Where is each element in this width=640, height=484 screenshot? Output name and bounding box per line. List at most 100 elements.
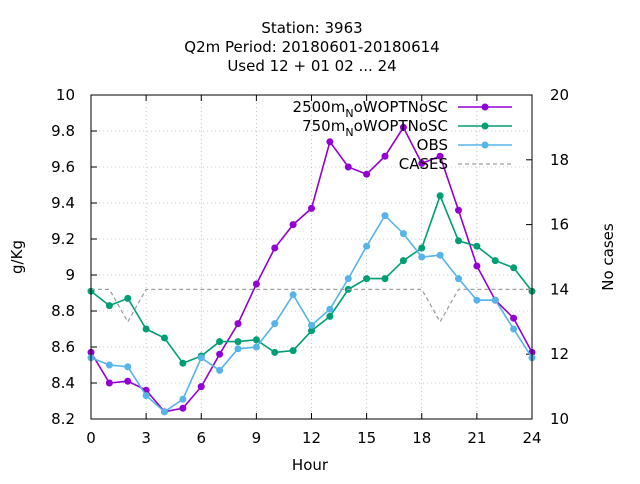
legend-marker bbox=[481, 141, 489, 149]
tick-marks bbox=[90, 94, 533, 420]
y2-tick-label: 18 bbox=[550, 151, 569, 169]
data-point bbox=[308, 204, 315, 212]
data-point bbox=[234, 320, 242, 328]
data-point bbox=[381, 275, 389, 283]
data-point bbox=[381, 212, 389, 220]
data-point bbox=[363, 275, 371, 283]
data-point bbox=[308, 327, 315, 335]
data-point bbox=[216, 366, 224, 374]
data-point bbox=[271, 244, 279, 252]
x-tick-label: 9 bbox=[252, 429, 262, 447]
data-point bbox=[326, 312, 334, 320]
y-tick-label: 9.4 bbox=[51, 194, 75, 212]
series-line bbox=[91, 288, 532, 324]
data-point bbox=[142, 392, 150, 400]
x-tick-label: 21 bbox=[467, 429, 486, 447]
data-point bbox=[197, 354, 205, 362]
data-point bbox=[216, 338, 224, 346]
legend-label: OBS bbox=[417, 136, 448, 154]
grid-lines bbox=[91, 95, 532, 419]
chart-title-line: Used 12 + 01 02 ... 24 bbox=[227, 57, 396, 75]
data-point bbox=[252, 280, 260, 288]
data-point bbox=[289, 221, 297, 229]
data-point bbox=[234, 345, 242, 353]
data-point bbox=[326, 138, 334, 146]
legend-label: 2500mNoWOPTNoSC bbox=[293, 98, 448, 120]
data-point bbox=[124, 377, 132, 385]
data-point bbox=[344, 275, 352, 283]
y-tick-label: 9.2 bbox=[51, 230, 75, 248]
data-point bbox=[179, 359, 187, 367]
x-tick-label: 3 bbox=[141, 429, 151, 447]
data-point bbox=[436, 192, 444, 200]
legend-label: CASES bbox=[399, 155, 448, 173]
data-point bbox=[289, 347, 297, 355]
y2-axis-label: No cases bbox=[599, 223, 617, 291]
data-point bbox=[418, 253, 426, 261]
data-point bbox=[216, 350, 224, 358]
legend-item: OBS bbox=[417, 136, 512, 154]
data-point bbox=[363, 170, 371, 178]
y-tick-label: 8.2 bbox=[51, 410, 75, 428]
y-tick-label: 8.8 bbox=[51, 302, 75, 320]
x-tick-label: 15 bbox=[357, 429, 376, 447]
data-point bbox=[252, 343, 260, 351]
legend-label: 750mNoWOPTNoSC bbox=[302, 117, 448, 139]
data-point bbox=[161, 408, 168, 416]
data-point bbox=[455, 237, 462, 245]
y2-tick-label: 20 bbox=[550, 86, 569, 104]
y2-tick-label: 14 bbox=[550, 280, 569, 298]
chart-title-line: Station: 3963 bbox=[261, 19, 362, 37]
data-point bbox=[436, 152, 444, 160]
data-point bbox=[418, 159, 426, 167]
data-point bbox=[510, 325, 518, 333]
data-point bbox=[124, 294, 132, 302]
x-tick-label: 12 bbox=[302, 429, 321, 447]
y2-tick-label: 12 bbox=[550, 345, 569, 363]
y-tick-label: 9.8 bbox=[51, 122, 75, 140]
data-point bbox=[271, 320, 279, 328]
data-point bbox=[455, 206, 462, 214]
data-point bbox=[105, 361, 113, 369]
data-point bbox=[473, 242, 481, 250]
data-point bbox=[491, 296, 499, 304]
data-point bbox=[473, 262, 481, 270]
x-tick-label: 18 bbox=[412, 429, 431, 447]
chart-title-line: Q2m Period: 20180601-20180614 bbox=[184, 38, 439, 56]
data-point bbox=[105, 302, 113, 310]
y-tick-label: 9.6 bbox=[51, 158, 75, 176]
x-axis-label: Hour bbox=[292, 456, 329, 474]
y2-tick-label: 10 bbox=[550, 410, 569, 428]
series-3 bbox=[91, 288, 532, 324]
data-point bbox=[399, 257, 407, 265]
legend-marker bbox=[481, 122, 489, 130]
y-tick-label: 8.6 bbox=[51, 338, 75, 356]
plot-border bbox=[90, 94, 533, 420]
x-tick-label: 0 bbox=[86, 429, 96, 447]
x-tick-label: 6 bbox=[196, 429, 206, 447]
y-tick-label: 8.4 bbox=[51, 374, 75, 392]
legend-item: 2500mNoWOPTNoSC bbox=[293, 98, 512, 120]
data-point bbox=[510, 314, 518, 322]
series-1 bbox=[87, 192, 536, 367]
data-point bbox=[326, 305, 334, 313]
data-point bbox=[234, 338, 242, 346]
x-tick-label: 24 bbox=[522, 429, 541, 447]
data-point bbox=[105, 379, 113, 387]
data-point bbox=[399, 230, 407, 238]
legend-marker bbox=[481, 103, 489, 111]
data-point bbox=[399, 123, 407, 131]
y-tick-label: 9 bbox=[65, 266, 75, 284]
data-point bbox=[252, 336, 260, 344]
series-line bbox=[90, 214, 533, 413]
data-point bbox=[271, 348, 279, 356]
data-point bbox=[418, 244, 426, 252]
data-point bbox=[142, 325, 150, 333]
data-point bbox=[510, 264, 518, 272]
y-axis-label: g/Kg bbox=[8, 240, 26, 274]
y2-tick-label: 16 bbox=[550, 216, 569, 234]
data-point bbox=[308, 321, 315, 329]
